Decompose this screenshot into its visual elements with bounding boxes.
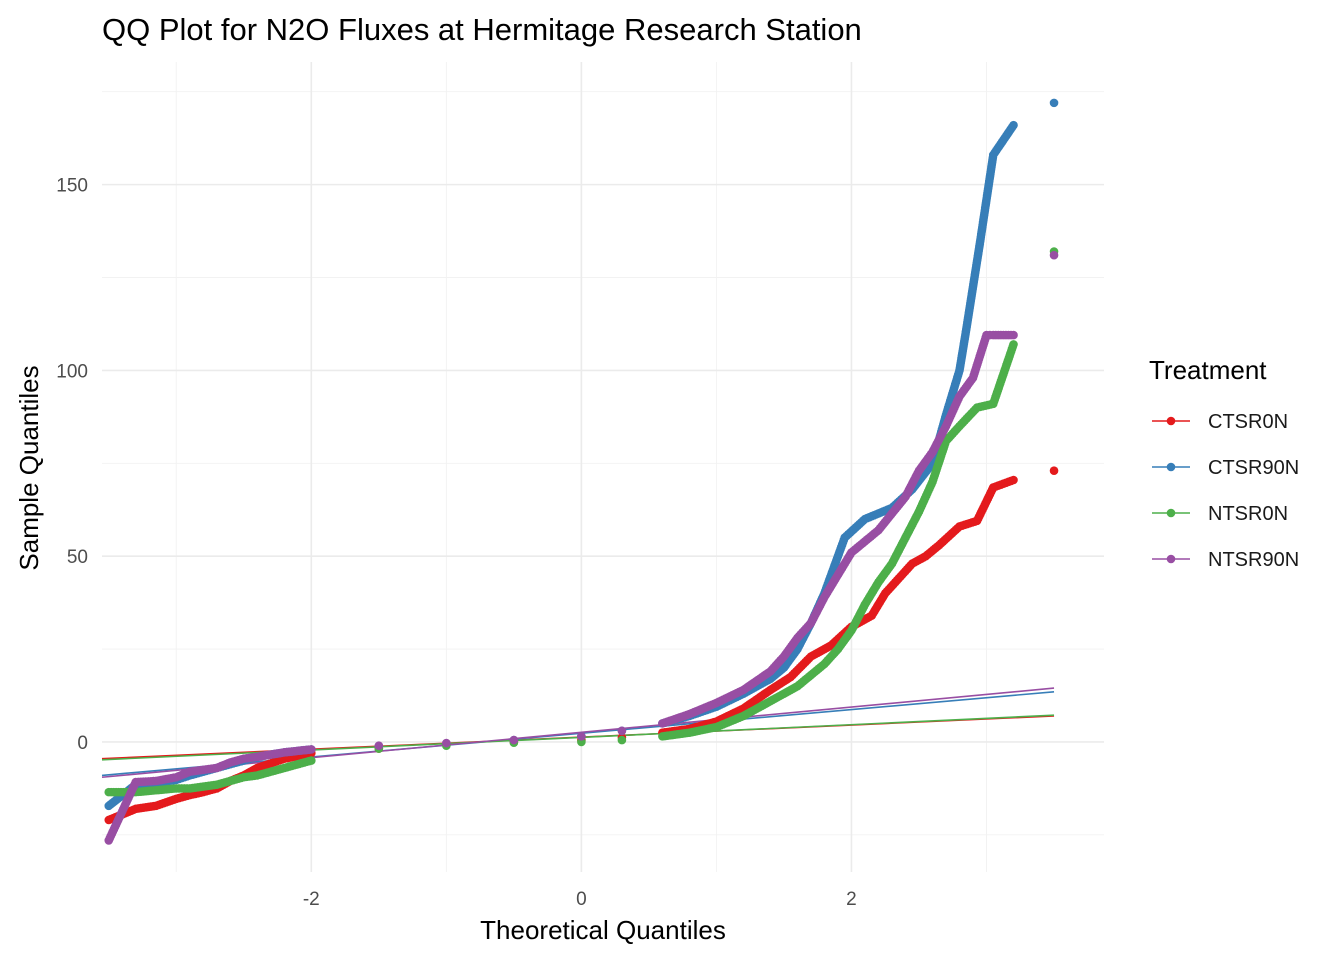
x-axis-title: Theoretical Quantiles [480,915,726,945]
legend-item-ntsr0n: NTSR0N [1152,503,1288,525]
y-tick-label: 50 [67,547,88,568]
point-ctsr0n [1049,466,1059,476]
point-ntsr90n [442,738,451,748]
legend-label: NTSR90N [1208,549,1299,571]
major-gridlines [102,62,1104,872]
chart-title: QQ Plot for N2O Fluxes at Hermitage Rese… [102,12,862,47]
legend-dot-ntsr0n [1166,508,1176,518]
point-ntsr0n [1009,340,1018,349]
point-ntsr90n [307,745,316,754]
y-axis-title: Sample Quantiles [14,365,44,570]
point-ntsr90n [1049,250,1059,260]
point-ntsr90n [374,741,384,750]
legend-dot-ntsr90n [1166,554,1176,564]
x-axis-ticks: -2 0 2 [303,889,857,910]
y-tick-label: 100 [56,361,88,382]
legend: Treatment CTSR0N CTSR90N NTSR0N NTSR90N [1149,355,1299,571]
point-ntsr90n [509,735,519,745]
x-tick-label: 0 [576,889,587,910]
legend-item-ctsr90n: CTSR90N [1152,457,1299,479]
legend-title: Treatment [1149,355,1267,385]
legend-label: NTSR0N [1208,503,1288,525]
legend-label: CTSR90N [1208,457,1299,479]
point-ctsr90n [1009,120,1018,130]
point-ctsr90n [1049,98,1059,108]
point-ntsr90n [617,726,627,736]
reference-line-ctsr90n [101,690,1055,777]
legend-label: CTSR0N [1208,411,1288,433]
x-tick-label: -2 [303,889,320,910]
data-points [104,98,1059,845]
point-ntsr0n [617,735,627,745]
legend-item-ntsr90n: NTSR90N [1152,549,1299,571]
minor-gridlines [102,62,1104,872]
legend-dot-ctsr90n [1166,462,1176,472]
point-ntsr0n [307,756,316,765]
legend-dot-ctsr0n [1166,416,1176,426]
point-ntsr90n [1009,330,1018,340]
point-ntsr90n [577,732,586,741]
y-tick-label: 0 [77,733,88,754]
y-axis-ticks: 0 50 100 150 [56,176,88,754]
point-ctsr0n [1009,475,1018,485]
legend-item-ctsr0n: CTSR0N [1152,411,1288,433]
y-tick-label: 150 [56,176,88,197]
x-tick-label: 2 [846,889,857,910]
